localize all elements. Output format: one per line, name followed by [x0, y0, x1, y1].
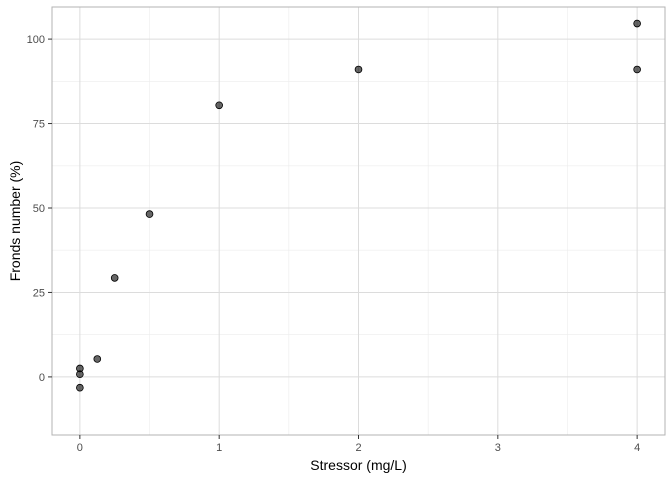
x-tick-label: 3 [495, 442, 501, 454]
data-point [633, 65, 641, 74]
y-tick-label: 25 [33, 287, 45, 299]
data-point [110, 274, 119, 282]
data-point [76, 383, 84, 392]
x-axis-ticks: 0 1 2 3 4 [77, 435, 640, 454]
x-tick-label: 2 [355, 442, 361, 454]
x-tick-label: 4 [634, 442, 640, 454]
data-point [633, 19, 641, 28]
data-point [215, 101, 223, 110]
data-point [76, 370, 84, 378]
major-gridlines [52, 7, 665, 435]
data-point [145, 210, 154, 218]
y-tick-label: 100 [27, 34, 45, 46]
y-tick-label: 0 [39, 372, 45, 384]
data-point [354, 65, 363, 74]
y-tick-label: 75 [33, 119, 45, 131]
data-points [76, 19, 641, 392]
y-tick-label: 50 [33, 203, 45, 215]
x-axis-title: Stressor (mg/L) [310, 457, 406, 473]
x-tick-label: 0 [77, 442, 83, 454]
data-point [93, 355, 102, 363]
y-axis-title: Fronds number (%) [7, 161, 23, 282]
x-tick-label: 1 [216, 442, 222, 454]
y-axis-ticks: 0 25 50 75 100 [27, 34, 52, 384]
